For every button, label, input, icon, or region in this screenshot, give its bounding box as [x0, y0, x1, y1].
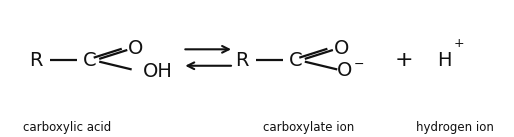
Text: O: O — [128, 39, 143, 58]
Text: carboxylic acid: carboxylic acid — [23, 121, 111, 134]
Text: +: + — [454, 37, 464, 50]
Text: O: O — [337, 61, 353, 80]
Text: −: − — [354, 57, 364, 70]
Text: hydrogen ion: hydrogen ion — [416, 121, 494, 134]
Text: C: C — [289, 51, 302, 70]
Text: R: R — [29, 51, 43, 70]
Text: O: O — [334, 39, 349, 58]
Text: H: H — [437, 51, 452, 70]
Text: +: + — [394, 50, 413, 70]
Text: carboxylate ion: carboxylate ion — [263, 121, 354, 134]
Text: OH: OH — [143, 62, 173, 81]
Text: R: R — [235, 51, 248, 70]
Text: C: C — [83, 51, 97, 70]
